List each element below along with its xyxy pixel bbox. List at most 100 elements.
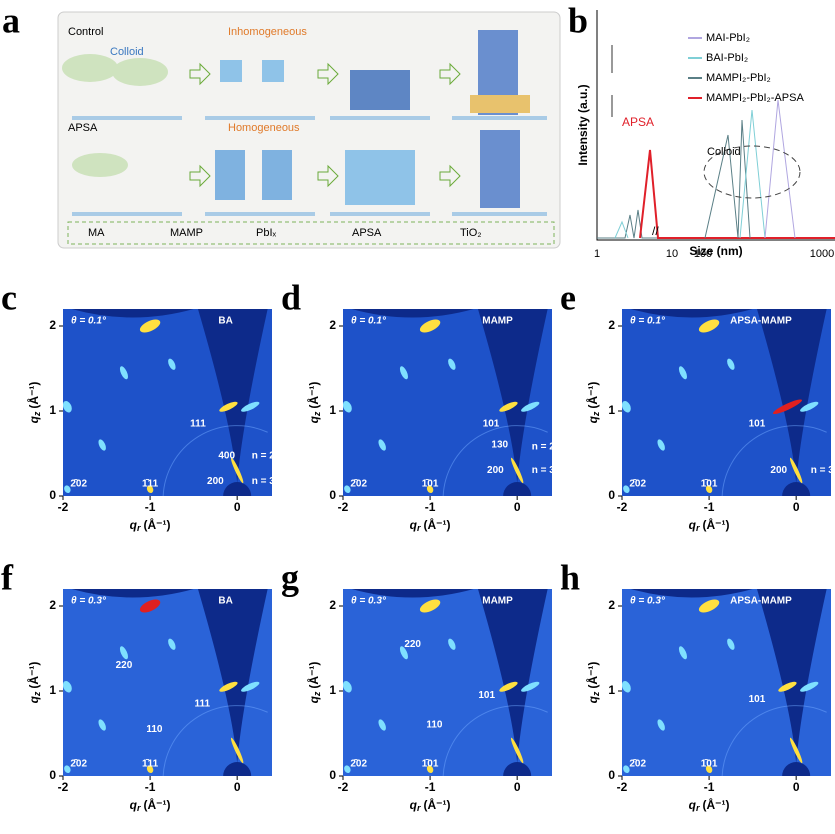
legend-entry: MAMPI₂-PbI₂-APSA [706,92,804,104]
theta-label: θ = 0.1° [351,316,387,327]
x-axis-label: qr (Å⁻¹) [410,517,451,533]
diffraction-spot [426,765,434,774]
label: Control [68,26,103,38]
diffraction-spot [622,681,631,693]
label: Homogeneous [228,122,300,134]
unit: (Å⁻¹) [424,797,451,812]
beamstop [503,482,532,496]
subscript: r [137,523,141,533]
giwaxs-image [63,309,272,496]
peak-label: 110 [426,720,443,731]
diffraction-spot [521,401,540,412]
diffraction-spot [448,358,456,370]
sample-label: APSA-MAMP [730,316,792,327]
peak-label: 2̄02 [350,759,367,770]
x-tick-label: -2 [338,780,349,794]
beamstop [782,482,811,496]
subscript: r [696,803,700,813]
peak-label: 2̄02 [350,479,367,490]
x-tick-label: 0 [514,780,521,794]
y-axis-label: qz (Å⁻¹) [585,382,601,424]
diffraction-spot [399,646,408,660]
peak-label: 111 [195,698,211,709]
y-tick-label: 1 [329,403,336,417]
peak-label: n = 2 [532,441,556,452]
ring [721,705,827,776]
diffraction-spot [119,366,128,380]
x-tick-label: -2 [617,500,628,514]
unit: (Å⁻¹) [703,797,730,812]
ring [442,425,548,496]
peak-label: 200 [207,476,224,487]
sample-label: APSA-MAMP [730,596,792,607]
y-tick-label: 0 [329,768,336,782]
diffraction-spot [678,646,687,660]
diffraction-spot [343,681,352,693]
diffraction-spot [448,638,456,650]
peak-label: 101 [749,694,766,705]
beamstop [782,762,811,776]
label: Inhomogeneous [228,26,307,38]
ring [162,425,268,496]
y-axis-label: qz (Å⁻¹) [26,382,42,424]
outer-region [63,309,194,318]
panel-letter: g [281,557,299,597]
peak-label: 111 [190,418,206,429]
y-tick-label: 1 [608,403,615,417]
panel-letter: f [1,557,14,597]
symbol: q [689,518,697,532]
y-tick-label: 1 [329,683,336,697]
x-axis-label: Size (nm) [689,244,742,258]
diffraction-spot [241,401,260,412]
x-tick-label: -2 [58,500,69,514]
legend-entry: TiO₂ [460,227,482,239]
sample-label: MAMP [482,316,513,327]
unit: (Å⁻¹) [424,517,451,532]
diffraction-spot [705,485,713,494]
outer-region [343,589,474,598]
diffraction-spot [800,401,819,412]
x-tick-label: 0 [234,500,241,514]
peak-label: 2̄02 [70,759,87,770]
peak-label: 2̄02 [70,479,87,490]
peak-label: n = 3 [532,465,556,476]
peak-label: n = 2 [252,451,276,462]
unit: (Å⁻¹) [26,662,41,689]
x-tick-label: 0 [514,500,521,514]
missing-wedge [197,589,268,764]
ring [442,705,548,776]
symbol: q [410,518,418,532]
x-tick-label: -1 [704,780,715,794]
peak-label: 101 [749,418,766,429]
x-tick-label: 10 [666,248,678,260]
diffraction-spot [344,485,351,494]
giwaxs-image [622,589,831,776]
diffraction-spot [622,401,631,413]
diffraction-spot [168,638,176,650]
diffraction-spot [510,737,524,764]
diffraction-spot [800,681,819,692]
peak-label: n = 3 [811,465,835,476]
x-tick-label: -2 [58,780,69,794]
y-tick-label: 0 [608,768,615,782]
sample-label: MAMP [482,596,513,607]
symbol: q [307,415,321,423]
diffraction-spot [419,599,441,613]
missing-wedge [477,589,548,764]
x-tick-label: 0 [793,780,800,794]
diffraction-spot [657,439,665,451]
diffraction-spot [230,457,244,484]
x-tick-label: 1 [594,248,600,260]
diffraction-spot [98,719,106,731]
x-tick-label: -1 [704,500,715,514]
diffraction-spot [698,319,720,333]
panel-a-box [57,11,561,249]
diffraction-spot [378,719,386,731]
peak-label: 1̄01 [701,759,718,770]
diffraction-spot [230,737,244,764]
peak-label: 1̄01 [701,479,718,490]
symbol: q [27,415,41,423]
panel-b-art [596,10,835,241]
legend-entry: MA [88,227,105,239]
